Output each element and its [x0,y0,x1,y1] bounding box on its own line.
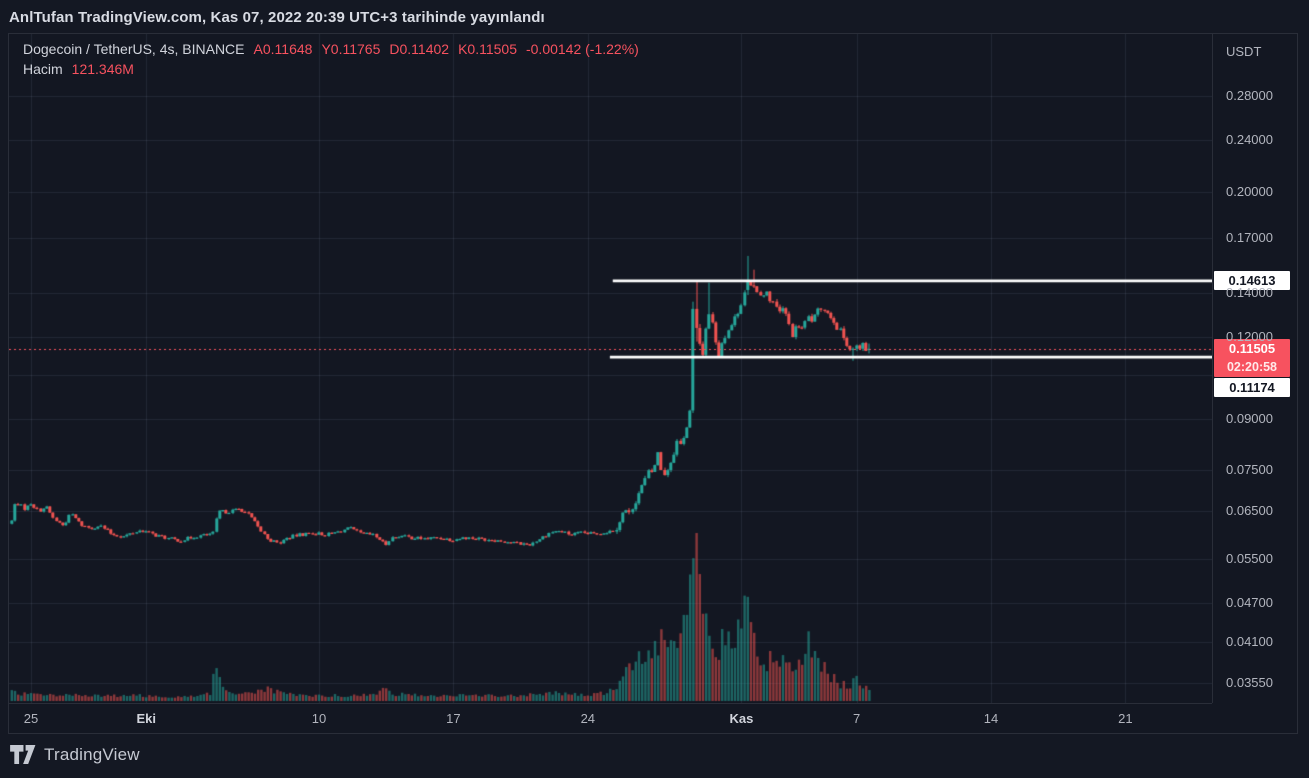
time-tick-10: 10 [311,711,327,726]
price-tick-0.05500: 0.05500 [1226,550,1273,566]
price-tick-0.04700: 0.04700 [1226,595,1273,611]
price-tick-0.09000: 0.09000 [1226,410,1273,426]
price-tick-0.20000: 0.20000 [1226,183,1273,199]
open-value: 0.11648 [262,41,313,57]
price-tick-0.14000: 0.14000 [1226,285,1273,300]
time-tick-Kas: Kas [729,711,754,726]
low-value: 0.11402 [399,41,450,57]
close-key: K [458,41,468,57]
time-axis[interactable]: 25 Eki 10 17 24 Kas 7 14 21 [9,703,1212,733]
tradingview-wordmark: TradingView [44,744,140,764]
level-low-price-label: 0.11174 [1214,377,1290,397]
price-tick-0.03550: 0.03550 [1226,675,1273,691]
tradingview-attribution[interactable]: TradingView [10,744,140,765]
currency-label: USDT [1226,44,1262,59]
price-axis[interactable]: USDT 0.14613 0.11505 02:20:58 0.11174 0.… [1212,34,1297,703]
time-tick-17: 17 [446,711,461,726]
open-key: A [253,41,263,57]
time-tick-24: 24 [580,711,596,726]
publish-headline: AnlTufan TradingView.com, Kas 07, 2022 2… [9,9,545,26]
chart-legend: Dogecoin / TetherUS, 4s, BINANCE A0.11648… [23,41,639,57]
volume-legend: Hacim 121.346M [23,61,134,77]
volume-value: 121.346M [71,61,134,77]
level-high-price-label: 0.14613 [1214,271,1290,291]
symbol-title: Dogecoin / TetherUS, 4s, BINANCE [23,41,245,57]
price-tick-0.07500: 0.07500 [1226,462,1273,478]
bar-close-countdown: 02:20:58 [1226,360,1278,375]
close-value: 0.11505 [467,41,517,57]
high-value: 0.11765 [330,41,381,57]
time-tick-21: 21 [1118,711,1133,726]
price-tick-0.17000: 0.17000 [1226,229,1273,245]
price-tick-0.12000: 0.12000 [1226,328,1273,344]
time-tick-7: 7 [852,711,861,726]
time-tick-14: 14 [983,711,999,726]
low-key: D [389,41,400,57]
price-tick-0.06500: 0.06500 [1226,503,1273,519]
tradingview-logo-icon [10,744,36,765]
volume-label: Hacim [23,61,63,77]
price-chart-canvas[interactable] [9,34,1212,703]
time-tick-Eki: Eki [136,711,156,726]
high-key: Y [321,41,331,57]
price-tick-0.04100: 0.04100 [1226,634,1273,650]
last-price-box: 0.11505 02:20:58 [1214,339,1290,378]
price-tick-0.28000: 0.28000 [1226,87,1273,103]
last-price-value: 0.11505 [1228,341,1276,357]
price-tick-0.24000: 0.24000 [1226,131,1273,147]
chart-widget: Dogecoin / TetherUS, 4s, BINANCE A0.11648… [8,33,1298,734]
change-value: -0.00142 (-1.22%) [525,41,639,57]
time-tick-25: 25 [23,711,39,726]
